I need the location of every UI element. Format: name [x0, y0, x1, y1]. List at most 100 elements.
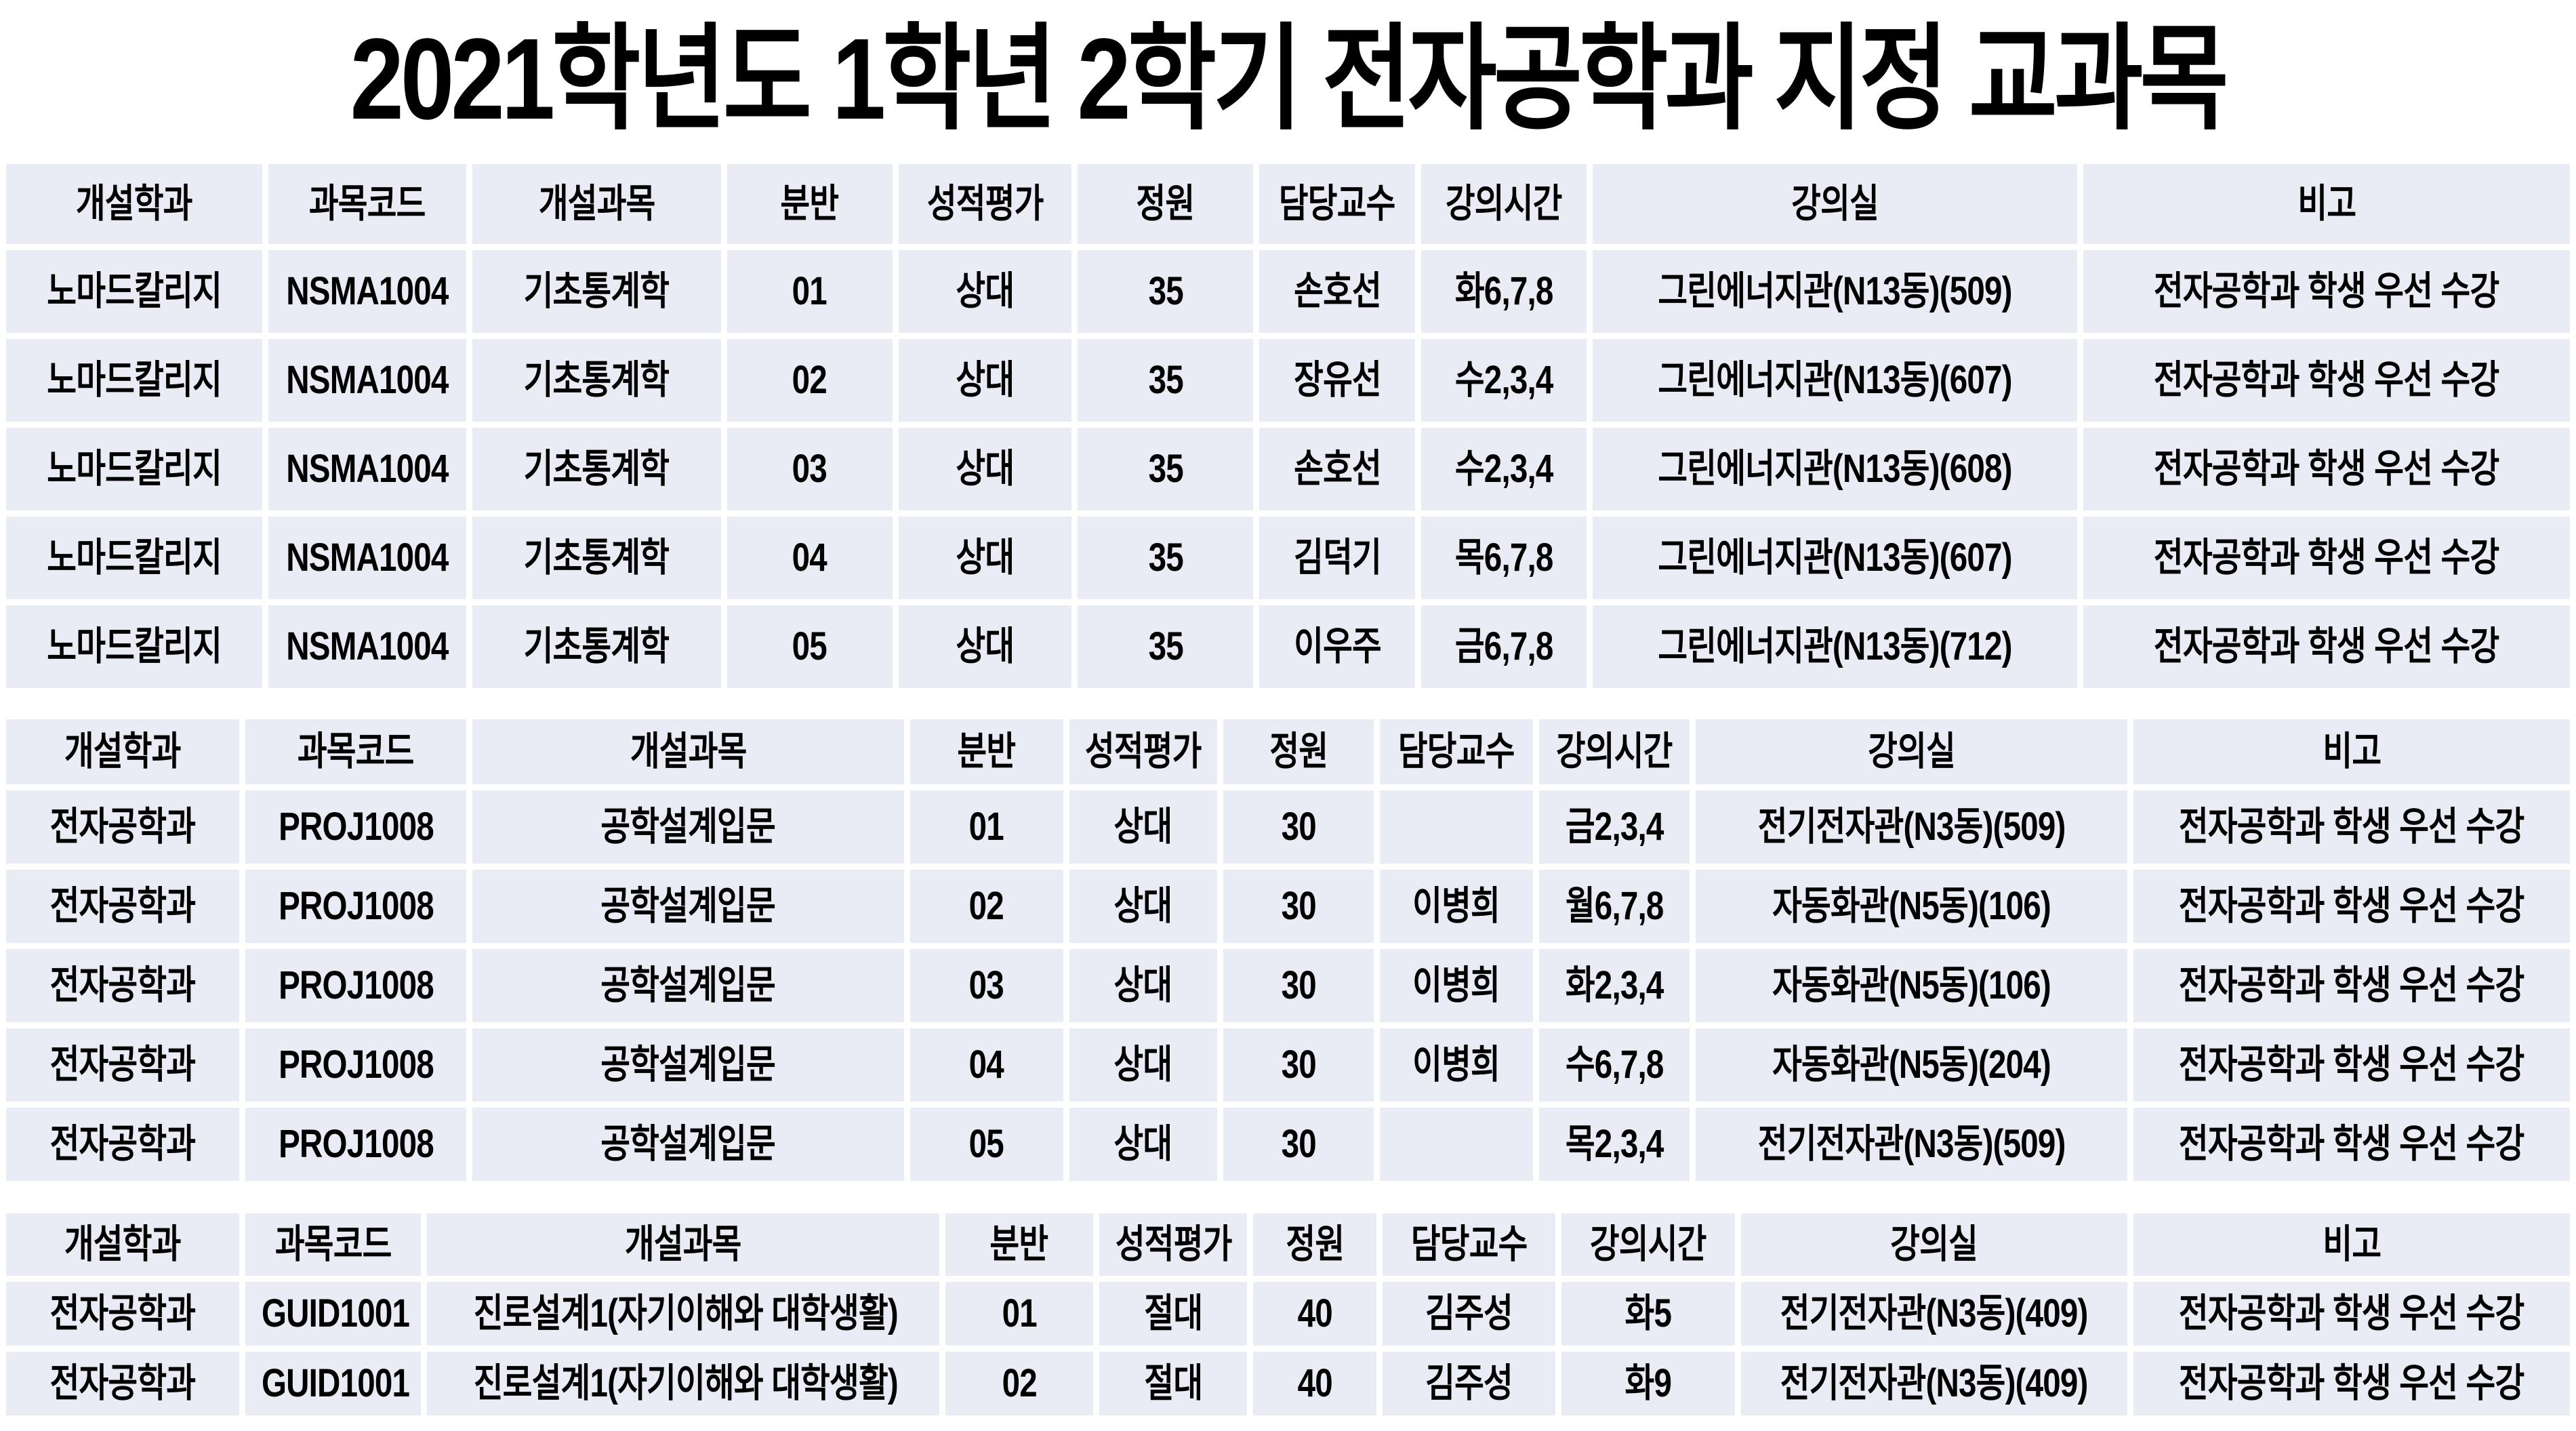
table-cell: PROJ1008 — [245, 1108, 467, 1181]
column-header-label: 담당교수 — [1398, 729, 1515, 774]
cell-text: 김덕기 — [1293, 536, 1382, 580]
table-cell: 진로설계1(자기이해와 대학생활) — [427, 1352, 939, 1415]
table-cell: 40 — [1253, 1352, 1376, 1415]
table-cell: 전자공학과 학생 우선 수강 — [2133, 949, 2570, 1022]
table-cell: 김주성 — [1382, 1282, 1556, 1346]
cell-text: GUID1001 — [262, 1291, 410, 1336]
table-cell: 이병희 — [1380, 949, 1533, 1022]
table-cell: 기초통계학 — [472, 428, 721, 510]
cell-text: PROJ1008 — [278, 1043, 434, 1087]
cell-text: NSMA1004 — [286, 536, 449, 580]
column-header-label: 정원 — [1269, 729, 1328, 774]
table-row: 노마드칼리지 NSMA1004 기초통계학 02 상대 35 장유선 수2,3,4 그린에너지관… — [6, 339, 2570, 422]
cell-text: 전자공학과 — [49, 1361, 197, 1406]
table-cell: 상대 — [1069, 790, 1218, 864]
cell-text: 30 — [1281, 805, 1316, 849]
table-cell: PROJ1008 — [245, 1028, 467, 1102]
cell-text: 상대 — [1113, 1043, 1173, 1087]
table-cell: 전자공학과 학생 우선 수강 — [2133, 1352, 2570, 1415]
table-cell: 노마드칼리지 — [6, 339, 262, 422]
table-cell: 30 — [1223, 790, 1374, 864]
cell-text: 수6,7,8 — [1565, 1043, 1664, 1087]
table-cell: 전자공학과 학생 우선 수강 — [2083, 339, 2570, 422]
table-cell: 화6,7,8 — [1420, 250, 1587, 333]
column-header-label: 담당교수 — [1279, 182, 1396, 226]
table-cell: 그린에너지관(N13동)(608) — [1593, 428, 2077, 510]
column-header-label: 개설학과 — [64, 729, 182, 774]
table-row: 노마드칼리지 NSMA1004 기초통계학 01 상대 35 손호선 화6,7,8 그린에너지관… — [6, 250, 2570, 333]
cell-text: 02 — [969, 884, 1004, 929]
cell-text: 전기전자관(N3동)(409) — [1780, 1361, 2089, 1406]
cell-text: 40 — [1297, 1291, 1333, 1336]
column-header-label: 강의실 — [1868, 729, 1956, 774]
table-cell: 기초통계학 — [472, 517, 721, 599]
table-cell: 전자공학과 학생 우선 수강 — [2133, 790, 2570, 864]
table-cell: 상대 — [1069, 1108, 1218, 1181]
table-cell: 기초통계학 — [472, 605, 721, 688]
column-header: 강의시간 — [1420, 164, 1587, 244]
cell-text: NSMA1004 — [286, 358, 449, 403]
cell-text: 전자공학과 — [49, 1291, 197, 1336]
table-cell: 04 — [727, 517, 893, 599]
course-table-1: 개설학과 과목코드 개설과목 분반 성적평가 정원 담당교수 강의시간 강의실 비고 노마드칼리지 N… — [0, 158, 2576, 694]
table-cell: 장유선 — [1259, 339, 1415, 422]
table-cell: 진로설계1(자기이해와 대학생활) — [427, 1282, 939, 1346]
cell-text: 노마드칼리지 — [46, 624, 222, 669]
table-cell: 금2,3,4 — [1538, 790, 1690, 864]
cell-text: 자동화관(N5동)(106) — [1772, 884, 2051, 929]
cell-text: 상대 — [956, 536, 1015, 580]
table-cell: 전자공학과 학생 우선 수강 — [2133, 1028, 2570, 1102]
column-header-label: 비고 — [2322, 1222, 2381, 1267]
column-header-label: 개설과목 — [625, 1222, 742, 1267]
table-cell: 상대 — [1069, 870, 1218, 943]
column-header-label: 과목코드 — [308, 182, 426, 226]
cell-text: 기초통계학 — [523, 624, 670, 669]
table-cell: 수2,3,4 — [1420, 428, 1587, 510]
cell-text: 노마드칼리지 — [46, 269, 222, 314]
column-header: 정원 — [1253, 1213, 1376, 1276]
table-cell: 김주성 — [1382, 1352, 1556, 1415]
cell-text: NSMA1004 — [286, 624, 449, 669]
column-header-label: 강의시간 — [1556, 729, 1673, 774]
cell-text: 01 — [792, 269, 827, 314]
table-cell: GUID1001 — [245, 1282, 422, 1346]
cell-text: 전자공학과 학생 우선 수강 — [2154, 269, 2499, 314]
cell-text: 공학설계입문 — [600, 963, 776, 1008]
table-row: 전자공학과 GUID1001 진로설계1(자기이해와 대학생활) 01 절대 40 김주성 화… — [6, 1282, 2570, 1346]
table-cell: GUID1001 — [245, 1352, 422, 1415]
table-cell: 목6,7,8 — [1420, 517, 1587, 599]
table-cell: 상대 — [898, 339, 1072, 422]
cell-text: 35 — [1148, 624, 1183, 669]
cell-text: 35 — [1148, 447, 1183, 491]
cell-text: 02 — [1002, 1361, 1037, 1406]
cell-text: 장유선 — [1293, 358, 1382, 403]
table-cell: 화9 — [1561, 1352, 1735, 1415]
cell-text: 전자공학과 학생 우선 수강 — [2179, 963, 2524, 1008]
column-header-label: 정원 — [1136, 182, 1195, 226]
cell-text: 35 — [1148, 269, 1183, 314]
table-cell: 절대 — [1099, 1352, 1248, 1415]
table-cell: 전자공학과 학생 우선 수강 — [2083, 428, 2570, 510]
cell-text: 이병희 — [1412, 1043, 1501, 1087]
column-header: 담당교수 — [1382, 1213, 1556, 1276]
table-cell: 03 — [727, 428, 893, 510]
column-header-label: 정원 — [1286, 1222, 1345, 1267]
cell-text: 노마드칼리지 — [46, 536, 222, 580]
table-cell: PROJ1008 — [245, 949, 467, 1022]
cell-text: 기초통계학 — [523, 447, 670, 491]
table-cell: 30 — [1223, 1108, 1374, 1181]
table-row: 노마드칼리지 NSMA1004 기초통계학 03 상대 35 손호선 수2,3,4 그린에너지관… — [6, 428, 2570, 510]
tables-area: 개설학과 과목코드 개설과목 분반 성적평가 정원 담당교수 강의시간 강의실 비고 노마드칼리지 N… — [0, 158, 2576, 1422]
cell-text: 전자공학과 — [49, 1122, 197, 1167]
column-header-label: 강의시간 — [1446, 182, 1563, 226]
column-header: 담당교수 — [1380, 719, 1533, 784]
table-cell: 상대 — [1069, 1028, 1218, 1102]
cell-text: 30 — [1281, 1122, 1316, 1167]
cell-text: 그린에너지관(N13동)(712) — [1658, 624, 2012, 669]
cell-text: 01 — [969, 805, 1004, 849]
column-header-label: 성적평가 — [926, 182, 1044, 226]
table-cell: NSMA1004 — [268, 517, 467, 599]
cell-text: 이병희 — [1412, 963, 1501, 1008]
column-header: 정원 — [1223, 719, 1374, 784]
table-cell: NSMA1004 — [268, 428, 467, 510]
